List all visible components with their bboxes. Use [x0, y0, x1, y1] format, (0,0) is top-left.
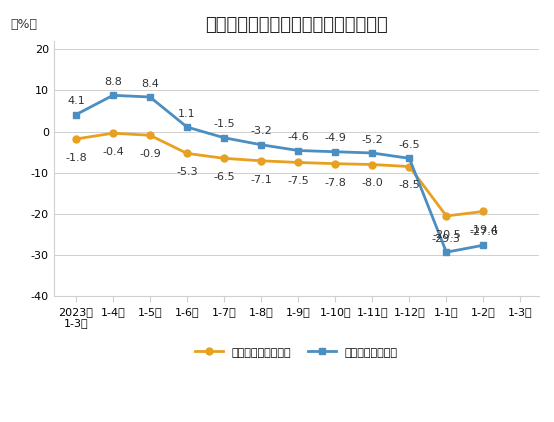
新建商品房销售面积 [406, 164, 413, 169]
Text: -27.6: -27.6 [469, 227, 498, 237]
Text: 4.1: 4.1 [67, 96, 85, 106]
新建商品房销售面积 [295, 160, 301, 165]
Text: -5.2: -5.2 [361, 135, 383, 145]
Text: -4.6: -4.6 [288, 132, 309, 142]
Text: 8.8: 8.8 [104, 77, 122, 87]
Text: -20.5: -20.5 [432, 230, 461, 240]
Text: -8.0: -8.0 [361, 179, 383, 188]
Text: 8.4: 8.4 [141, 78, 159, 89]
新建商品房销售面积 [73, 136, 79, 141]
新建商品房销售额 [220, 135, 227, 140]
Text: -19.4: -19.4 [469, 225, 498, 235]
新建商品房销售额 [73, 112, 79, 117]
新建商品房销售额 [332, 149, 338, 154]
新建商品房销售额 [480, 243, 487, 248]
Text: -1.5: -1.5 [213, 119, 235, 130]
Line: 新建商品房销售面积: 新建商品房销售面积 [73, 130, 487, 219]
新建商品房销售面积 [443, 214, 450, 219]
新建商品房销售面积 [258, 158, 264, 163]
Text: -6.5: -6.5 [398, 140, 420, 150]
Text: -7.1: -7.1 [250, 175, 272, 185]
Text: -8.5: -8.5 [398, 181, 420, 190]
Text: -29.3: -29.3 [432, 234, 461, 244]
新建商品房销售额 [369, 151, 376, 156]
Text: -7.5: -7.5 [288, 176, 309, 187]
新建商品房销售面积 [110, 131, 116, 136]
新建商品房销售额 [147, 95, 153, 100]
Text: -3.2: -3.2 [250, 127, 272, 136]
Text: -6.5: -6.5 [213, 172, 235, 182]
Text: -0.4: -0.4 [102, 147, 124, 157]
新建商品房销售额 [406, 156, 413, 161]
Text: -0.9: -0.9 [139, 149, 161, 159]
Text: -7.8: -7.8 [324, 178, 346, 187]
Text: -5.3: -5.3 [176, 167, 198, 177]
Text: -1.8: -1.8 [65, 153, 87, 163]
新建商品房销售额 [443, 250, 450, 255]
新建商品房销售面积 [369, 162, 376, 167]
新建商品房销售额 [295, 148, 301, 153]
新建商品房销售面积 [480, 209, 487, 214]
新建商品房销售面积 [332, 161, 338, 166]
Legend: 新建商品房销售面积, 新建商品房销售额: 新建商品房销售面积, 新建商品房销售额 [191, 343, 402, 362]
Text: 1.1: 1.1 [178, 109, 196, 119]
新建商品房销售额 [110, 93, 116, 98]
Text: -4.9: -4.9 [324, 133, 346, 143]
新建商品房销售额 [184, 124, 191, 130]
Line: 新建商品房销售额: 新建商品房销售额 [73, 92, 487, 256]
新建商品房销售面积 [220, 156, 227, 161]
Title: 全国新建商品房销售面积及销售额增速: 全国新建商品房销售面积及销售额增速 [205, 16, 388, 34]
Text: （%）: （%） [10, 18, 37, 31]
新建商品房销售面积 [147, 133, 153, 138]
新建商品房销售面积 [184, 151, 191, 156]
新建商品房销售额 [258, 142, 264, 147]
